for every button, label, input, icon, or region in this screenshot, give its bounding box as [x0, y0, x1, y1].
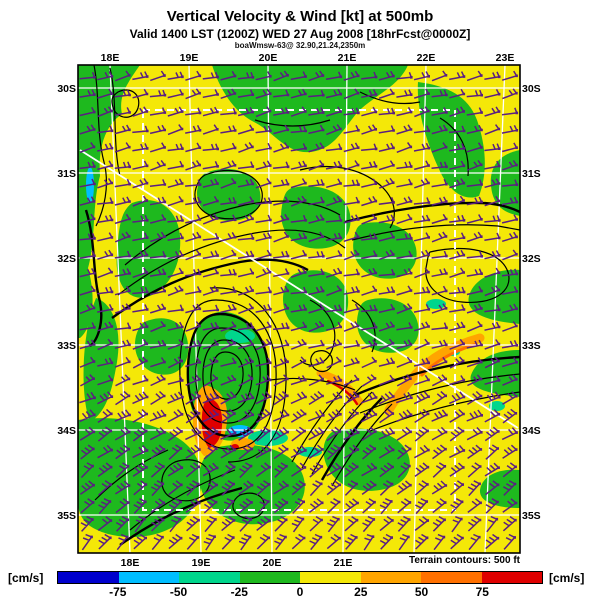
latitude-label-right: 34S — [522, 425, 541, 437]
terrain-contour — [359, 373, 520, 414]
colorbar-segment — [300, 572, 361, 583]
colorbar-tick-label: -75 — [109, 585, 127, 599]
colorbar-tick-label: 50 — [414, 585, 429, 599]
longitude-label-top: 18E — [101, 52, 120, 64]
longitude-gridline — [109, 65, 131, 553]
longitude-label-top: 21E — [338, 52, 357, 64]
colorbar-tick-label: 25 — [354, 585, 368, 599]
terrain-contour — [194, 169, 263, 220]
longitude-label-bottom: 18E — [121, 557, 140, 569]
colorbar-segment — [239, 572, 300, 583]
longitude-gridline — [342, 65, 348, 553]
chart-valid-time: Valid 1400 LST (1200Z) WED 27 Aug 2008 [… — [129, 27, 471, 41]
colorbar-tick-label: -25 — [230, 585, 248, 599]
terrain-contour — [291, 379, 353, 463]
terrain-contour — [209, 287, 287, 463]
strong-downdraft-cell — [225, 329, 255, 343]
latitude-label-left: 32S — [57, 253, 76, 265]
terrain-contour — [111, 89, 140, 118]
colorbar-segment — [118, 572, 179, 583]
terrain-contour — [344, 201, 520, 224]
terrain-contour — [254, 119, 331, 127]
downdraft-fill-patch — [83, 298, 119, 422]
terrain-contour — [117, 229, 346, 296]
longitude-gridline — [484, 65, 506, 553]
wind-barb-stations — [90, 74, 519, 540]
downdraft-fill-patch — [134, 318, 189, 375]
terrain-contour — [351, 299, 376, 353]
strong-downdraft-cell — [426, 299, 446, 309]
colorbar-units-left: [cm/s] — [8, 571, 44, 585]
latitude-label-left: 33S — [57, 340, 76, 352]
latitude-label-right: 30S — [522, 83, 541, 95]
downdraft-fill-patch — [479, 469, 520, 508]
terrain-contour — [299, 165, 395, 229]
terrain-contour — [331, 403, 393, 487]
terrain-contour — [161, 459, 211, 502]
colorbar-tick-label: 0 — [296, 585, 304, 599]
latitude-label-right: 31S — [522, 168, 541, 180]
downdraft-fill-patch — [78, 65, 140, 338]
map-border — [77, 64, 521, 554]
wind-barb-field — [79, 70, 518, 551]
longitude-label-top: 19E — [180, 52, 199, 64]
cross-section-line — [79, 149, 519, 429]
colorbar-segment — [421, 572, 482, 583]
colorbar-segment — [481, 572, 542, 583]
terrain-contour — [439, 117, 469, 177]
updraft-maximum-cell — [201, 398, 223, 448]
terrain-contour — [299, 299, 336, 366]
downdraft-fill-patch — [283, 270, 349, 333]
longitude-label-bottom: 21E — [334, 557, 353, 569]
longitude-label-top: 23E — [496, 52, 515, 64]
terrain-contour — [354, 355, 520, 397]
longitude-label-bottom: 19E — [192, 557, 211, 569]
longitude-label-bottom: 20E — [263, 557, 282, 569]
colorbar-tick-label: 75 — [475, 585, 489, 599]
vertical-velocity-colorbar — [57, 571, 543, 584]
downdraft-fill-patch — [470, 350, 520, 397]
terrain-contour-note: Terrain contours: 500 ft — [409, 555, 520, 566]
latitude-label-left: 35S — [57, 510, 76, 522]
latitude-label-right: 33S — [522, 340, 541, 352]
terrain-contour — [84, 209, 103, 347]
terrain-contour — [94, 449, 169, 501]
colorbar-units-right: [cm/s] — [549, 571, 585, 585]
strong-downdraft-cell — [489, 401, 505, 411]
colorbar-segment — [179, 572, 240, 583]
terrain-contour — [269, 377, 356, 391]
terrain-contour — [359, 91, 421, 105]
terrain-contour — [195, 327, 261, 424]
longitude-label-top: 20E — [259, 52, 278, 64]
colorbar-segment — [360, 572, 421, 583]
latitude-label-left: 31S — [57, 168, 76, 180]
terrain-contour — [93, 65, 107, 227]
downdraft-fill-patch — [197, 168, 261, 221]
latitude-label-right: 35S — [522, 510, 541, 522]
colorbar-segment — [58, 572, 119, 583]
latitude-label-left: 30S — [57, 83, 76, 95]
latitude-label-left: 34S — [57, 425, 76, 437]
longitude-label-top: 22E — [417, 52, 436, 64]
terrain-contour — [369, 391, 520, 432]
downdraft-fill-patch — [468, 269, 520, 324]
downdraft-fill-patch — [212, 65, 408, 153]
terrain-contour — [202, 339, 253, 412]
map-content — [78, 65, 520, 553]
latitude-label-right: 32S — [522, 253, 541, 265]
colorbar-tick-label: -50 — [169, 585, 188, 599]
terrain-contour — [232, 492, 265, 520]
model-info-line: boaWmsw-63@ 32.90,21.24,2350m — [234, 41, 366, 50]
terrain-contour — [119, 486, 243, 546]
terrain-contour — [310, 350, 333, 373]
chart-title: Vertical Velocity & Wind [kt] at 500mb — [166, 8, 434, 25]
terrain-contour — [109, 67, 121, 177]
terrain-contour — [425, 248, 510, 304]
